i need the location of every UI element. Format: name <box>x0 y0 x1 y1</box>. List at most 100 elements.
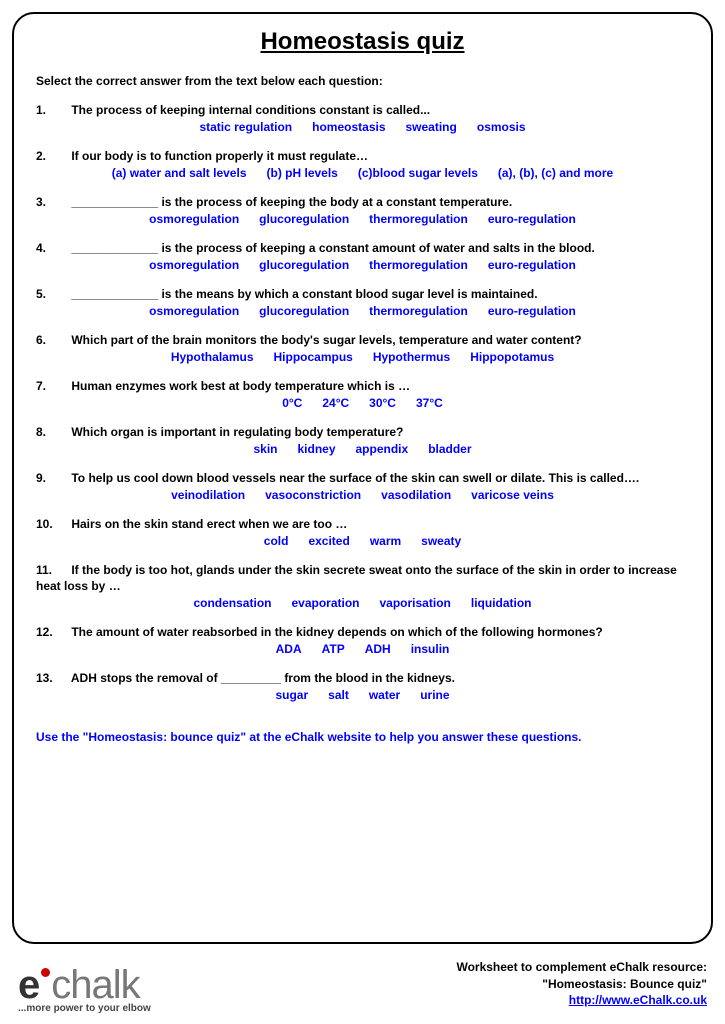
answer-option[interactable]: cold <box>264 533 289 550</box>
answer-option[interactable]: kidney <box>297 441 335 458</box>
question-prompt: _____________ is the process of keeping … <box>71 241 595 255</box>
question-number: 13. <box>36 670 68 686</box>
footer-right: Worksheet to complement eChalk resource:… <box>456 959 707 1008</box>
answer-option[interactable]: ADH <box>365 641 391 658</box>
answer-option[interactable]: (a) water and salt levels <box>112 165 247 182</box>
answer-option[interactable]: warm <box>370 533 401 550</box>
question-block: 13. ADH stops the removal of _________ f… <box>36 670 689 704</box>
question-options: ADA ATP ADH insulin <box>36 641 689 658</box>
question-options: cold excited warm sweaty <box>36 533 689 550</box>
answer-option[interactable]: ADA <box>276 641 302 658</box>
answer-option[interactable]: glucoregulation <box>259 211 349 228</box>
answer-option[interactable]: osmoregulation <box>149 257 239 274</box>
answer-option[interactable]: liquidation <box>471 595 532 612</box>
question-text: 11. If the body is too hot, glands under… <box>36 562 689 594</box>
answer-option[interactable]: salt <box>328 687 349 704</box>
question-options: osmoregulation glucoregulation thermoregul… <box>36 257 689 274</box>
question-text: 4. _____________ is the process of keepi… <box>36 240 689 256</box>
question-prompt: _____________ is the process of keeping … <box>71 195 512 209</box>
answer-option[interactable]: sweaty <box>421 533 461 550</box>
footnote-text: Use the "Homeostasis: bounce quiz" at th… <box>36 730 689 744</box>
question-block: 12. The amount of water reabsorbed in th… <box>36 624 689 658</box>
question-block: 1. The process of keeping internal condi… <box>36 102 689 136</box>
logo: e chalk ...more power to your elbow <box>18 968 151 1014</box>
answer-option[interactable]: glucoregulation <box>259 257 349 274</box>
question-number: 5. <box>36 286 68 302</box>
question-number: 4. <box>36 240 68 256</box>
question-options: (a) water and salt levels (b) pH levels (c… <box>36 165 689 182</box>
answer-option[interactable]: urine <box>420 687 449 704</box>
answer-option[interactable]: excited <box>308 533 349 550</box>
answer-option[interactable]: thermoregulation <box>369 303 468 320</box>
question-number: 2. <box>36 148 68 164</box>
answer-option[interactable]: condensation <box>193 595 271 612</box>
answer-option[interactable]: 37°C <box>416 395 443 412</box>
question-text: 2. If our body is to function properly i… <box>36 148 689 164</box>
answer-option[interactable]: sweating <box>406 119 457 136</box>
footer-link[interactable]: http://www.eChalk.co.uk <box>569 993 707 1007</box>
answer-option[interactable]: homeostasis <box>312 119 385 136</box>
question-options: sugar salt water urine <box>36 687 689 704</box>
answer-option[interactable]: Hypothalamus <box>171 349 254 366</box>
question-prompt: To help us cool down blood vessels near … <box>71 471 639 485</box>
answer-option[interactable]: euro-regulation <box>488 211 576 228</box>
answer-option[interactable]: skin <box>253 441 277 458</box>
answer-option[interactable]: Hippopotamus <box>470 349 554 366</box>
answer-option[interactable]: appendix <box>356 441 409 458</box>
answer-option[interactable]: vasoconstriction <box>265 487 361 504</box>
answer-option[interactable]: insulin <box>411 641 450 658</box>
question-text: 1. The process of keeping internal condi… <box>36 102 689 118</box>
answer-option[interactable]: euro-regulation <box>488 257 576 274</box>
logo-tagline: ...more power to your elbow <box>18 1003 151 1014</box>
answer-option[interactable]: osmoregulation <box>149 211 239 228</box>
question-prompt: Which part of the brain monitors the bod… <box>71 333 581 347</box>
question-options: osmoregulation glucoregulation thermoregul… <box>36 303 689 320</box>
answer-option[interactable]: (c)blood sugar levels <box>358 165 478 182</box>
answer-option[interactable]: bladder <box>428 441 471 458</box>
footer-line2: "Homeostasis: Bounce quiz" <box>456 976 707 992</box>
answer-option[interactable]: 0°C <box>282 395 302 412</box>
answer-option[interactable]: glucoregulation <box>259 303 349 320</box>
question-number: 8. <box>36 424 68 440</box>
answer-option[interactable]: thermoregulation <box>369 257 468 274</box>
answer-option[interactable]: osmosis <box>477 119 526 136</box>
answer-option[interactable]: water <box>369 687 400 704</box>
answer-option[interactable]: (b) pH levels <box>267 165 338 182</box>
logo-letter-e: e <box>18 969 40 1001</box>
answer-option[interactable]: Hippocampus <box>274 349 353 366</box>
question-options: condensation evaporation vaporisation liqui… <box>36 595 689 612</box>
question-prompt: If the body is too hot, glands under the… <box>36 563 677 593</box>
answer-option[interactable]: veinodilation <box>171 487 245 504</box>
question-text: 9. To help us cool down blood vessels ne… <box>36 470 689 486</box>
answer-option[interactable]: (a), (b), (c) and more <box>498 165 613 182</box>
question-text: 7. Human enzymes work best at body tempe… <box>36 378 689 394</box>
question-options: Hypothalamus Hippocampus Hypothermus Hippop… <box>36 349 689 366</box>
answer-option[interactable]: sugar <box>275 687 308 704</box>
answer-option[interactable]: euro-regulation <box>488 303 576 320</box>
answer-option[interactable]: static regulation <box>199 119 292 136</box>
answer-option[interactable]: Hypothermus <box>373 349 450 366</box>
answer-option[interactable]: osmoregulation <box>149 303 239 320</box>
answer-option[interactable]: vaporisation <box>380 595 451 612</box>
answer-option[interactable]: ATP <box>322 641 345 658</box>
question-block: 2. If our body is to function properly i… <box>36 148 689 182</box>
question-block: 6. Which part of the brain monitors the … <box>36 332 689 366</box>
question-block: 11. If the body is too hot, glands under… <box>36 562 689 612</box>
answer-option[interactable]: vasodilation <box>381 487 451 504</box>
question-number: 10. <box>36 516 68 532</box>
answer-option[interactable]: varicose veins <box>471 487 554 504</box>
page-border: Homeostasis quiz Select the correct answ… <box>12 12 713 944</box>
question-number: 6. <box>36 332 68 348</box>
question-text: 10. Hairs on the skin stand erect when w… <box>36 516 689 532</box>
question-text: 3. _____________ is the process of keepi… <box>36 194 689 210</box>
question-options: veinodilation vasoconstriction vasodilatio… <box>36 487 689 504</box>
question-prompt: The process of keeping internal conditio… <box>71 103 430 117</box>
answer-option[interactable]: evaporation <box>291 595 359 612</box>
answer-option[interactable]: 24°C <box>322 395 349 412</box>
answer-option[interactable]: 30°C <box>369 395 396 412</box>
question-prompt: If our body is to function properly it m… <box>71 149 368 163</box>
question-block: 9. To help us cool down blood vessels ne… <box>36 470 689 504</box>
footer-line1: Worksheet to complement eChalk resource: <box>456 959 707 975</box>
answer-option[interactable]: thermoregulation <box>369 211 468 228</box>
footer: e chalk ...more power to your elbow Work… <box>12 950 713 1016</box>
